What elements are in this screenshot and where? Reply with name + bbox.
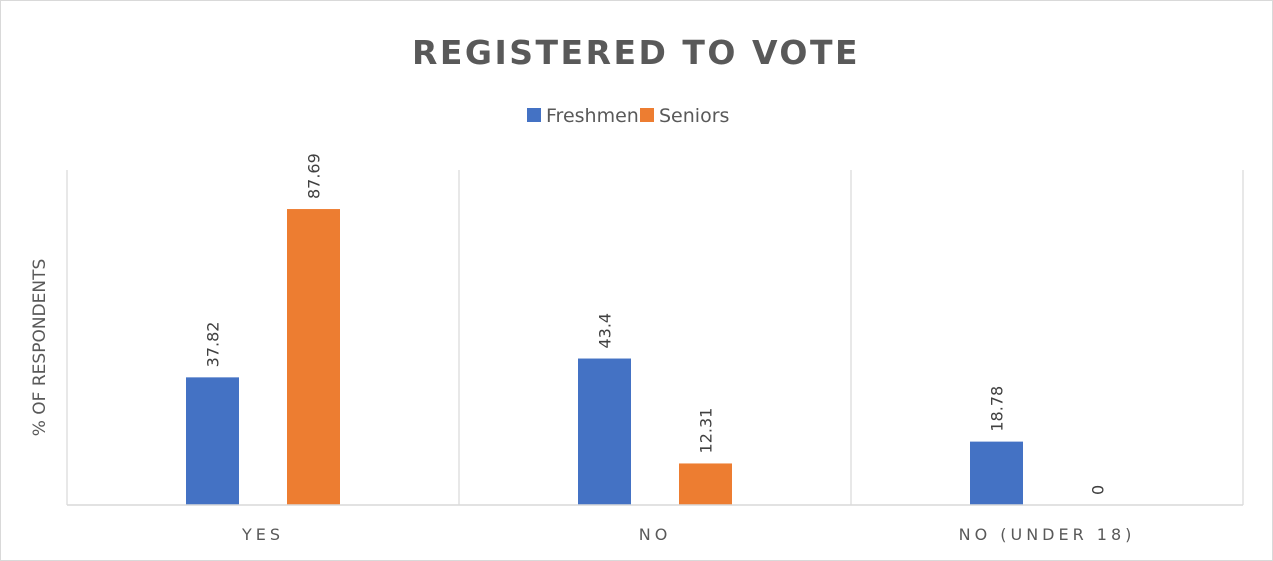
- bar-seniors-1: [679, 463, 732, 505]
- bar-freshmen-1: [578, 358, 631, 505]
- data-labels: 37.82 87.69 43.4 12.31 18.78 0: [204, 153, 1108, 495]
- data-label-freshmen-1: 43.4: [596, 313, 615, 349]
- bar-freshmen-2: [970, 441, 1023, 505]
- legend-label-freshmen: Freshmen: [546, 105, 639, 127]
- legend: Freshmen Seniors: [527, 105, 729, 127]
- data-label-seniors-2: 0: [1089, 485, 1108, 495]
- bars: [186, 209, 1023, 505]
- data-label-seniors-0: 87.69: [305, 153, 324, 199]
- data-label-freshmen-2: 18.78: [988, 386, 1007, 432]
- bar-freshmen-0: [186, 377, 239, 505]
- legend-swatch-seniors: [640, 108, 654, 122]
- data-label-freshmen-0: 37.82: [204, 322, 223, 368]
- legend-swatch-freshmen: [527, 108, 541, 122]
- bar-seniors-0: [287, 209, 340, 505]
- data-label-seniors-1: 12.31: [697, 408, 716, 454]
- category-separators: [66, 170, 1244, 505]
- x-tick-label: NO (UNDER 18): [959, 525, 1136, 544]
- x-tick-label: YES: [241, 525, 284, 544]
- x-tick-label: NO: [639, 525, 672, 544]
- chart-title: REGISTERED TO VOTE: [412, 33, 860, 72]
- y-axis-title: % OF RESPONDENTS: [30, 259, 50, 437]
- x-tick-labels: YES NO NO (UNDER 18): [241, 525, 1136, 544]
- legend-label-seniors: Seniors: [659, 105, 729, 127]
